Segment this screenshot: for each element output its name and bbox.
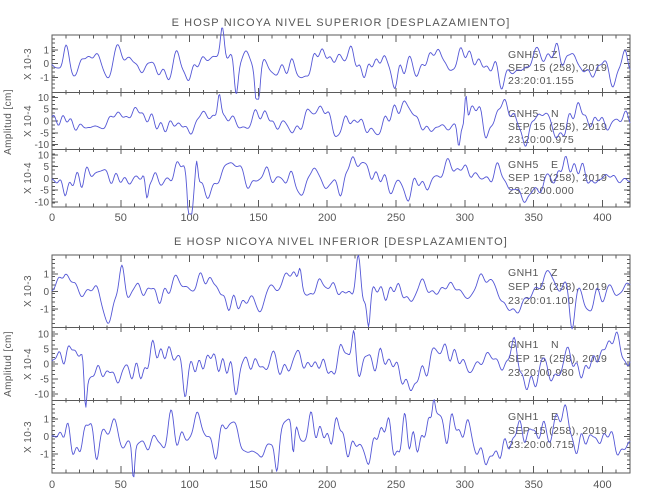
y-tick-label: 5 [43, 162, 49, 173]
y-tick-label: 0 [43, 174, 49, 185]
y-tick-label: 10 [38, 150, 50, 161]
y-tick-label: 5 [43, 105, 49, 116]
x-tick-label: 250 [387, 212, 405, 224]
y-tick-label: -1 [40, 73, 49, 84]
y-tick-label: 0 [43, 117, 49, 128]
y-tick-label: 1 [43, 45, 49, 56]
x-tick-label: 100 [180, 479, 198, 491]
trace-time: 23:20:00.000 [508, 185, 574, 197]
x-tick-label: 350 [524, 212, 542, 224]
y-tick-label: -10 [35, 140, 50, 151]
y-tick-label: -5 [40, 374, 49, 385]
x-tick-label: 100 [180, 212, 198, 224]
trace-component: N [551, 108, 559, 120]
waveform-trace [51, 330, 631, 408]
y-scale-label: X 10-3 [23, 275, 34, 307]
trace-date: SEP 15 (258), 2019 [508, 281, 607, 293]
waveform-trace [51, 155, 631, 215]
trace-time: 23:20:01.155 [508, 75, 574, 87]
trace-component: Z [551, 49, 558, 61]
trace-date: SEP 15 (258), 2019 [508, 172, 607, 184]
waveform-trace [51, 27, 631, 100]
trace-station: GNH5 [508, 49, 539, 61]
panel-title-inferior: E HOSP NICOYA NIVEL INFERIOR [DESPLAZAMI… [174, 236, 508, 248]
trace-time: 23:20:01.100 [508, 295, 574, 307]
x-tick-label: 300 [456, 212, 474, 224]
trace-component: Z [551, 267, 558, 279]
amplitude-axis-label: Amplitud [cm] [3, 89, 14, 155]
y-scale-label: X 10-4 [23, 162, 34, 194]
y-tick-label: 0 [43, 59, 49, 70]
y-tick-label: -10 [35, 197, 50, 208]
trace-component: E [551, 159, 558, 171]
y-tick-label: 0 [43, 287, 49, 298]
trace-time: 23:20:00.980 [508, 367, 574, 379]
trace-station: GNH1 [508, 267, 539, 279]
x-tick-label: 400 [593, 479, 611, 491]
static-labels: E HOSP NICOYA NIVEL SUPERIOR [DESPLAZAMI… [3, 17, 607, 453]
y-tick-label: -1 [40, 304, 49, 315]
y-tick-label: 5 [43, 345, 49, 356]
x-tick-label: 300 [456, 479, 474, 491]
x-tick-label: 150 [249, 479, 267, 491]
trace-station: GNH5 [508, 159, 539, 171]
waveform-trace [51, 399, 631, 478]
trace-time: 23:20:00.715 [508, 439, 574, 451]
y-tick-label: 1 [43, 269, 49, 280]
waveform-trace [51, 254, 631, 330]
y-tick-label: 10 [38, 330, 50, 341]
trace-date: SEP 15 (258), 2019 [508, 353, 607, 365]
y-tick-label: -5 [40, 186, 49, 197]
x-tick-label: 400 [593, 212, 611, 224]
x-tick-label: 200 [318, 479, 336, 491]
trace-component: N [551, 339, 559, 351]
waveform-trace [51, 94, 631, 147]
y-tick-label: 10 [38, 93, 50, 104]
trace-date: SEP 15 (258), 2019 [508, 121, 607, 133]
x-tick-label: 0 [49, 479, 55, 491]
y-tick-label: -5 [40, 128, 49, 139]
x-tick-label: 250 [387, 479, 405, 491]
trace-station: GNH1 [508, 411, 539, 423]
trace-component: E [551, 411, 558, 423]
y-tick-label: 0 [43, 360, 49, 371]
x-tick-label: 50 [115, 212, 127, 224]
x-tick-label: 50 [115, 479, 127, 491]
y-scale-label: X 10-4 [23, 348, 34, 380]
y-tick-label: -1 [40, 450, 49, 461]
x-tick-label: 200 [318, 212, 336, 224]
x-tick-label: 350 [524, 479, 542, 491]
y-tick-label: 0 [43, 432, 49, 443]
panel-title-superior: E HOSP NICOYA NIVEL SUPERIOR [DESPLAZAMI… [172, 17, 511, 29]
trace-date: SEP 15 (258), 2019 [508, 62, 607, 74]
y-scale-label: X 10-3 [23, 421, 34, 453]
y-tick-label: -10 [35, 389, 50, 400]
y-tick-label: 1 [43, 415, 49, 426]
x-tick-label: 0 [49, 212, 55, 224]
y-scale-label: X 10-3 [23, 48, 34, 80]
amplitude-axis-label: Amplitud [cm] [3, 331, 14, 397]
plot-drawing: 0 50 100 150 200 250 300 350 40010-11050-5-10105… [35, 27, 631, 491]
y-scale-label: X 10-4 [23, 105, 34, 137]
x-tick-label: 150 [249, 212, 267, 224]
